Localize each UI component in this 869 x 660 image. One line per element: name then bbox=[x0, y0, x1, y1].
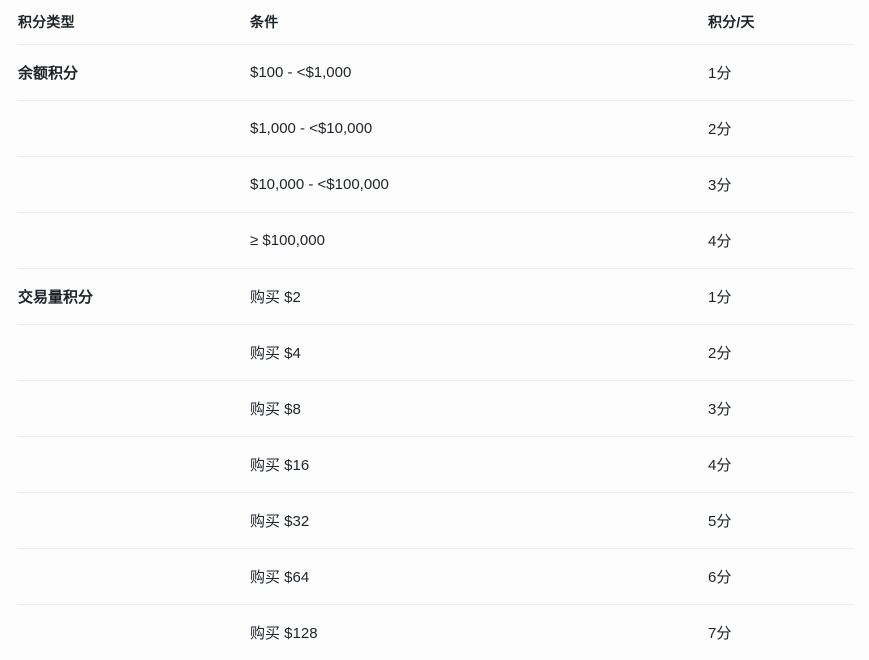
cell-condition: $1,000 - <$10,000 bbox=[250, 101, 708, 157]
cell-condition: $10,000 - <$100,000 bbox=[250, 157, 708, 213]
table-row: 购买 $8 3分 bbox=[18, 381, 853, 437]
cell-condition: 购买 $2 bbox=[250, 269, 708, 325]
table-row: $10,000 - <$100,000 3分 bbox=[18, 157, 853, 213]
table-row: 交易量积分 购买 $2 1分 bbox=[18, 269, 853, 325]
table-row: $1,000 - <$10,000 2分 bbox=[18, 101, 853, 157]
cell-points-type: 交易量积分 bbox=[18, 269, 250, 325]
cell-condition: 购买 $16 bbox=[250, 437, 708, 493]
cell-points-type bbox=[18, 549, 250, 605]
cell-points-type bbox=[18, 605, 250, 660]
cell-points-type bbox=[18, 101, 250, 157]
table-row: 购买 $4 2分 bbox=[18, 325, 853, 381]
table-row: 购买 $64 6分 bbox=[18, 549, 853, 605]
table-row: ≥ $100,000 4分 bbox=[18, 213, 853, 269]
cell-points: 3分 bbox=[708, 157, 853, 213]
cell-condition: $100 - <$1,000 bbox=[250, 45, 708, 101]
header-row: 积分类型 条件 积分/天 bbox=[18, 0, 853, 45]
cell-points-type: 余额积分 bbox=[18, 45, 250, 101]
table-row: 余额积分 $100 - <$1,000 1分 bbox=[18, 45, 853, 101]
cell-points-type bbox=[18, 213, 250, 269]
col-header-points-per-day: 积分/天 bbox=[708, 0, 853, 45]
cell-condition: 购买 $4 bbox=[250, 325, 708, 381]
cell-points-type bbox=[18, 325, 250, 381]
col-header-points-type: 积分类型 bbox=[18, 0, 250, 45]
cell-points-type bbox=[18, 381, 250, 437]
cell-condition: ≥ $100,000 bbox=[250, 213, 708, 269]
cell-points-type bbox=[18, 437, 250, 493]
cell-points: 1分 bbox=[708, 45, 853, 101]
cell-points: 7分 bbox=[708, 605, 853, 660]
table-row: 购买 $16 4分 bbox=[18, 437, 853, 493]
table-row: 购买 $32 5分 bbox=[18, 493, 853, 549]
cell-condition: 购买 $64 bbox=[250, 549, 708, 605]
points-table: 积分类型 条件 积分/天 余额积分 $100 - <$1,000 1分 $1,0… bbox=[18, 0, 853, 660]
cell-points: 4分 bbox=[708, 213, 853, 269]
cell-points: 3分 bbox=[708, 381, 853, 437]
cell-points: 2分 bbox=[708, 101, 853, 157]
table-row: 购买 $128 7分 bbox=[18, 605, 853, 660]
cell-points: 5分 bbox=[708, 493, 853, 549]
cell-condition: 购买 $32 bbox=[250, 493, 708, 549]
cell-points-type bbox=[18, 157, 250, 213]
cell-condition: 购买 $128 bbox=[250, 605, 708, 660]
cell-points: 2分 bbox=[708, 325, 853, 381]
cell-points: 1分 bbox=[708, 269, 853, 325]
cell-points: 6分 bbox=[708, 549, 853, 605]
col-header-condition: 条件 bbox=[250, 0, 708, 45]
cell-condition: 购买 $8 bbox=[250, 381, 708, 437]
cell-points: 4分 bbox=[708, 437, 853, 493]
cell-points-type bbox=[18, 493, 250, 549]
